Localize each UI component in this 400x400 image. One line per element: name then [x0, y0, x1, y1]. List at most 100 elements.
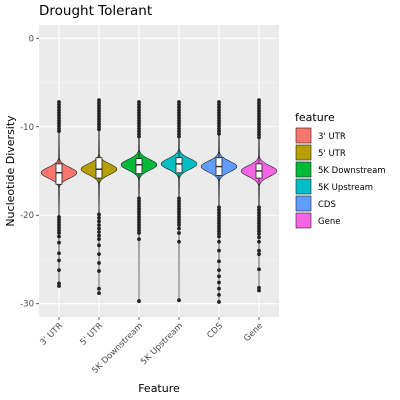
outlier-point — [137, 201, 141, 206]
outlier-point — [257, 122, 261, 127]
outlier-point — [257, 226, 261, 231]
legend-key — [295, 178, 312, 195]
outlier-point — [97, 114, 101, 119]
outlier-point — [217, 218, 221, 223]
outlier-point — [177, 207, 181, 211]
violin-layer — [40, 98, 278, 304]
outlier-point — [177, 121, 181, 126]
outlier-point — [217, 215, 221, 220]
outlier-point — [257, 98, 261, 103]
outlier-point — [257, 221, 261, 226]
outlier-point — [137, 231, 141, 235]
violin-group — [40, 100, 78, 288]
outlier-point — [97, 223, 101, 227]
outlier-point — [177, 212, 181, 217]
outlier-point — [97, 116, 101, 121]
outlier-point — [217, 105, 221, 110]
y-axis: 0 -10 -20 -30 — [20, 34, 39, 310]
outlier-point — [217, 126, 221, 131]
outlier-point — [97, 291, 101, 296]
outlier-point — [97, 243, 101, 248]
outlier-point — [57, 281, 61, 286]
outlier-point — [97, 106, 101, 111]
outlier-point — [177, 100, 181, 104]
outlier-point — [137, 121, 141, 126]
violin-group — [160, 100, 198, 303]
outlier-point — [177, 118, 181, 123]
outlier-point — [137, 199, 141, 203]
outlier-point — [177, 113, 181, 118]
outlier-point — [57, 102, 61, 107]
outlier-point — [177, 217, 181, 222]
outlier-point — [137, 196, 141, 201]
outlier-point — [217, 118, 221, 123]
outlier-point — [137, 204, 141, 209]
outlier-point — [57, 223, 61, 227]
outlier-point — [257, 288, 261, 293]
outlier-point — [57, 240, 61, 245]
chart-title: Drought Tolerant — [39, 3, 152, 19]
outlier-point — [137, 225, 141, 230]
outlier-point — [57, 108, 61, 112]
outlier-point — [97, 233, 101, 238]
legend-label: CDS — [318, 200, 336, 210]
outlier-point — [257, 132, 261, 137]
outlier-point — [177, 220, 181, 225]
outlier-point — [137, 110, 141, 115]
outlier-point — [97, 108, 101, 113]
outlier-point — [57, 258, 61, 263]
legend-key — [295, 195, 312, 212]
minor-gridlines — [39, 82, 279, 260]
outlier-point — [217, 280, 221, 285]
outlier-point — [97, 127, 101, 132]
x-tick-label: Gene — [242, 321, 265, 344]
outlier-point — [177, 123, 181, 128]
outlier-point — [257, 205, 261, 210]
outlier-point — [257, 135, 261, 140]
outlier-point — [177, 204, 181, 209]
legend-label: 3' UTR — [318, 132, 346, 142]
outlier-point — [217, 100, 221, 104]
outlier-point — [217, 248, 221, 253]
outlier-point — [177, 116, 181, 120]
outlier-point — [57, 118, 61, 123]
outlier-point — [57, 113, 61, 118]
outlier-point — [177, 239, 181, 244]
legend-key — [295, 144, 312, 161]
box — [55, 163, 63, 185]
outlier-point — [97, 212, 101, 217]
outlier-point — [217, 274, 221, 279]
outlier-point — [97, 286, 101, 291]
y-tick-label: -20 — [20, 211, 34, 221]
outlier-point — [257, 213, 261, 218]
outlier-point — [57, 220, 61, 225]
outlier-point — [257, 116, 261, 121]
outlier-point — [177, 102, 181, 107]
outlier-point — [57, 284, 61, 288]
outlier-point — [57, 231, 61, 235]
outlier-point — [137, 108, 141, 112]
legend-label: 5' UTR — [318, 149, 346, 159]
outlier-point — [217, 208, 221, 212]
outlier-point — [257, 218, 261, 223]
outlier-point — [137, 212, 141, 217]
outlier-point — [137, 220, 141, 225]
outlier-point — [57, 126, 61, 131]
outlier-point — [57, 100, 61, 104]
outlier-point — [217, 229, 221, 234]
outlier-point — [177, 199, 181, 203]
outlier-point — [257, 267, 261, 272]
outlier-point — [137, 129, 141, 134]
outlier-point — [177, 196, 181, 201]
legend: feature 3' UTR 5' UTR 5K Downstream 5K Upst… — [295, 111, 386, 229]
outlier-point — [97, 261, 101, 265]
outlier-point — [97, 230, 101, 234]
legend-key — [295, 212, 312, 229]
outlier-point — [177, 226, 181, 231]
box — [135, 158, 143, 175]
outlier-point — [57, 225, 61, 230]
outlier-point — [257, 235, 261, 240]
y-tick-label: 0 — [29, 34, 34, 44]
outlier-point — [177, 201, 181, 206]
